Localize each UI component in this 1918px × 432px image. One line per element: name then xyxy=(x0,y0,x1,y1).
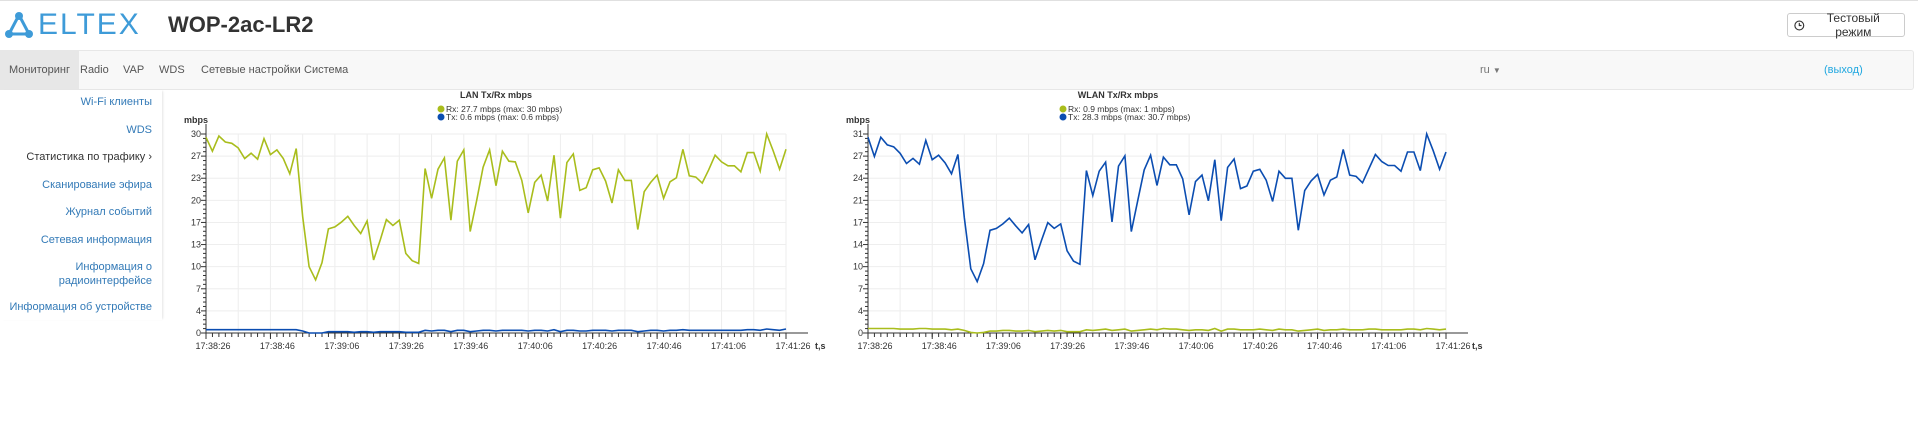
y-tick-label: 31 xyxy=(853,129,863,139)
chart-title: WLAN Tx/Rx mbps xyxy=(1078,90,1159,100)
y-tick-label: 17 xyxy=(853,217,863,227)
chart-1: 0 4 7 10 14 17 21 24 27 31 17:38:26 17:38:46 17:39:0… xyxy=(846,90,1483,351)
x-tick-label: 17:39:06 xyxy=(324,341,359,351)
main-nav: Мониторинг Radio VAP WDS Сетевые настрой… xyxy=(0,50,1914,90)
clock-icon xyxy=(1794,20,1805,30)
y-tick-label: 7 xyxy=(858,284,863,294)
series-line-rx xyxy=(868,327,1447,334)
sidebar-item-radio-info[interactable]: Информация о радиоинтерфейсе xyxy=(59,260,152,288)
y-tick-label: 14 xyxy=(853,240,863,250)
y-tick-label: 7 xyxy=(196,284,201,294)
radio-info-line1: Информация о xyxy=(75,261,152,273)
x-tick-label: 17:40:26 xyxy=(1243,341,1278,351)
y-tick-label: 30 xyxy=(191,129,201,139)
sidebar-item-event-log[interactable]: Журнал событий xyxy=(65,206,152,218)
y-tick-label: 21 xyxy=(853,195,863,205)
x-tick-label: 17:39:06 xyxy=(986,341,1021,351)
radio-info-line2: радиоинтерфейсе xyxy=(58,275,152,287)
sidebar-item-network-info[interactable]: Сетевая информация xyxy=(40,234,152,246)
nav-radio[interactable]: Radio xyxy=(80,64,109,76)
sidebar-item-traffic-stats[interactable]: Статистика по трафику › xyxy=(26,151,152,163)
nav-system[interactable]: Система xyxy=(304,64,349,76)
x-tick-label: 17:40:06 xyxy=(1179,341,1214,351)
legend-marker-rx xyxy=(437,105,445,113)
legend-entry: Rx: 0.9 mbps (max: 1 mbps) xyxy=(1068,104,1175,114)
legend-entry: Rx: 27.7 mbps (max: 30 mbps) xyxy=(446,104,562,114)
x-tick-label: 17:41:26 xyxy=(1435,341,1470,351)
sidebar-item-device-info[interactable]: Информация об устройстве xyxy=(9,301,152,313)
y-tick-label: 27 xyxy=(191,151,201,161)
y-tick-label: 27 xyxy=(853,151,863,161)
eltex-logo[interactable]: ELTEX xyxy=(4,10,141,40)
chart-0: 0 4 7 10 13 17 20 23 27 30 17:38:26 17:38:46 17:39:0… xyxy=(184,90,826,351)
logout-link[interactable]: (выход) xyxy=(1824,64,1863,76)
logo-text: ELTEX xyxy=(38,8,141,41)
nav-network-settings[interactable]: Сетевые настройки xyxy=(201,64,301,76)
y-axis-label: mbps xyxy=(846,115,870,125)
nav-vap[interactable]: VAP xyxy=(123,64,145,76)
series-line-tx xyxy=(867,131,1447,284)
y-tick-label: 0 xyxy=(196,328,201,338)
y-tick-label: 23 xyxy=(191,173,201,183)
y-axis-label: mbps xyxy=(184,115,208,125)
x-tick-label: 17:41:06 xyxy=(1371,341,1406,351)
legend-entry: Tx: 28.3 mbps (max: 30.7 mbps) xyxy=(1068,112,1191,122)
y-tick-label: 4 xyxy=(858,306,863,316)
language-dropdown[interactable]: ru ▼ xyxy=(1480,51,1501,90)
test-mode-label: Тестовый режим xyxy=(1826,11,1880,39)
y-tick-label: 24 xyxy=(853,173,863,183)
caret-down-icon: ▼ xyxy=(1492,66,1501,75)
chart-title: LAN Tx/Rx mbps xyxy=(460,90,532,100)
x-tick-label: 17:40:26 xyxy=(582,341,617,351)
legend-marker-tx xyxy=(1059,113,1067,121)
sidebar-item-wds[interactable]: WDS xyxy=(126,124,152,136)
y-tick-label: 10 xyxy=(191,262,201,272)
x-tick-label: 17:39:46 xyxy=(453,341,488,351)
x-tick-label: 17:40:06 xyxy=(518,341,553,351)
logo-network-icon xyxy=(5,12,33,38)
y-tick-label: 10 xyxy=(853,262,863,272)
x-axis-label: t,s xyxy=(1472,341,1483,351)
x-tick-label: 17:40:46 xyxy=(1307,341,1342,351)
header: ELTEX WOP-2ac-LR2 Тестовый режим xyxy=(0,1,1918,49)
y-tick-label: 20 xyxy=(191,195,201,205)
legend-marker-rx xyxy=(1059,105,1067,113)
y-tick-label: 4 xyxy=(196,306,201,316)
x-tick-label: 17:40:46 xyxy=(647,341,682,351)
sidebar-item-wifi-clients[interactable]: Wi-Fi клиенты xyxy=(80,96,152,108)
x-tick-label: 17:38:26 xyxy=(195,341,230,351)
nav-wds[interactable]: WDS xyxy=(159,64,185,76)
test-mode-button[interactable]: Тестовый режим xyxy=(1787,11,1905,39)
nav-monitoring[interactable]: Мониторинг xyxy=(0,51,80,90)
sidebar: Wi-Fi клиенты WDS Статистика по трафику … xyxy=(0,90,162,320)
x-tick-label: 17:41:06 xyxy=(711,341,746,351)
legend-marker-tx xyxy=(437,113,445,121)
x-axis-label: t,s xyxy=(815,341,826,351)
device-title: WOP-2ac-LR2 xyxy=(168,12,314,37)
legend-entry: Tx: 0.6 mbps (max: 0.6 mbps) xyxy=(446,112,559,122)
language-value: ru xyxy=(1480,64,1490,76)
x-tick-label: 17:39:46 xyxy=(1114,341,1149,351)
x-tick-label: 17:39:26 xyxy=(389,341,424,351)
x-tick-label: 17:39:26 xyxy=(1050,341,1085,351)
x-tick-label: 17:38:46 xyxy=(922,341,957,351)
y-tick-label: 13 xyxy=(191,240,201,250)
x-tick-label: 17:38:26 xyxy=(857,341,892,351)
x-tick-label: 17:38:46 xyxy=(260,341,295,351)
series-line-rx xyxy=(205,131,787,282)
x-tick-label: 17:41:26 xyxy=(775,341,810,351)
y-tick-label: 17 xyxy=(191,217,201,227)
sidebar-item-air-scan[interactable]: Сканирование эфира xyxy=(42,179,152,191)
y-tick-label: 0 xyxy=(858,328,863,338)
series-line-tx xyxy=(206,328,787,334)
